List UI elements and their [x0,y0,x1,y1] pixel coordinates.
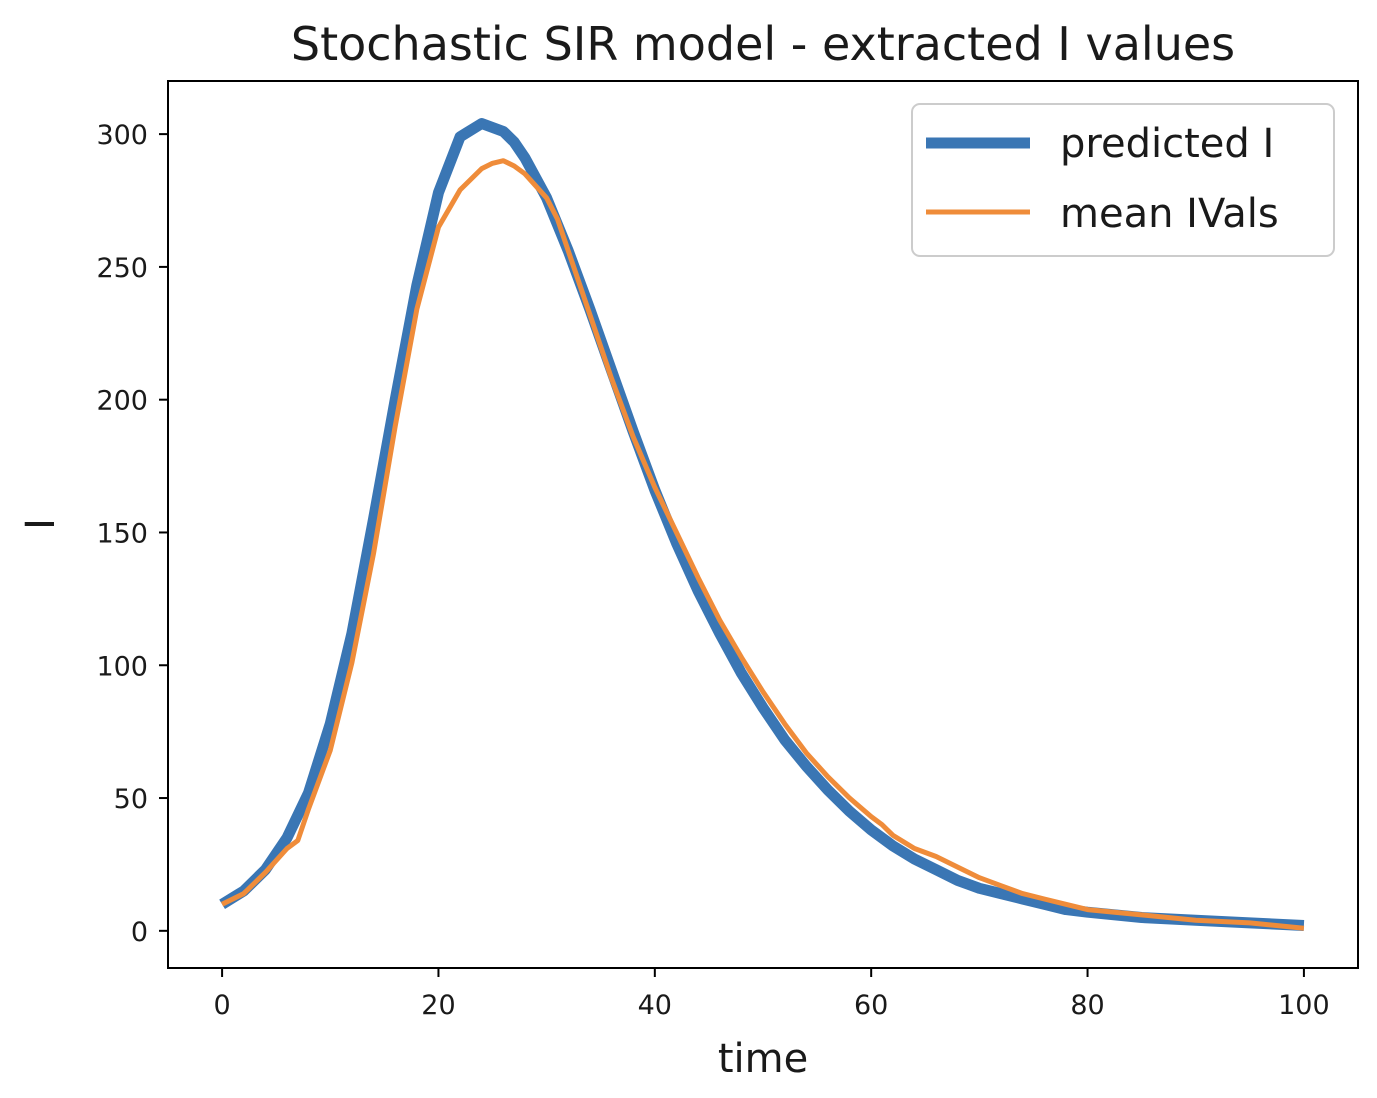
axes-frame [167,80,1359,969]
chart-title: Stochastic SIR model - extracted I value… [291,17,1235,71]
legend-label-mean-ivals: mean IVals [1060,191,1279,237]
x-axis-label: time [718,1036,808,1082]
y-tick-label: 300 [96,120,148,151]
axis-ticks: 0 20 40 60 80 100 0 50 100 150 200 250 300 [96,120,1329,1021]
x-tick-label: 20 [421,990,455,1021]
y-tick-label: 200 [96,386,148,417]
y-tick-label: 50 [114,784,148,815]
x-tick-label: 100 [1278,990,1330,1021]
legend: predicted I mean IVals [911,103,1335,257]
series-line-mean-ivals [220,158,1305,931]
x-tick-label: 80 [1070,990,1104,1021]
legend-label-predicted-i: predicted I [1060,121,1274,167]
plot-area [219,118,1305,931]
y-tick-label: 150 [96,518,148,549]
y-tick-label: 100 [96,651,148,682]
y-tick-label: 250 [96,253,148,284]
x-tick-label: 40 [638,990,672,1021]
x-tick-label: 0 [213,990,230,1021]
x-tick-label: 60 [854,990,888,1021]
series-line-predicted-i [219,118,1305,931]
y-axis-label: I [18,518,64,530]
y-tick-label: 0 [131,917,148,948]
